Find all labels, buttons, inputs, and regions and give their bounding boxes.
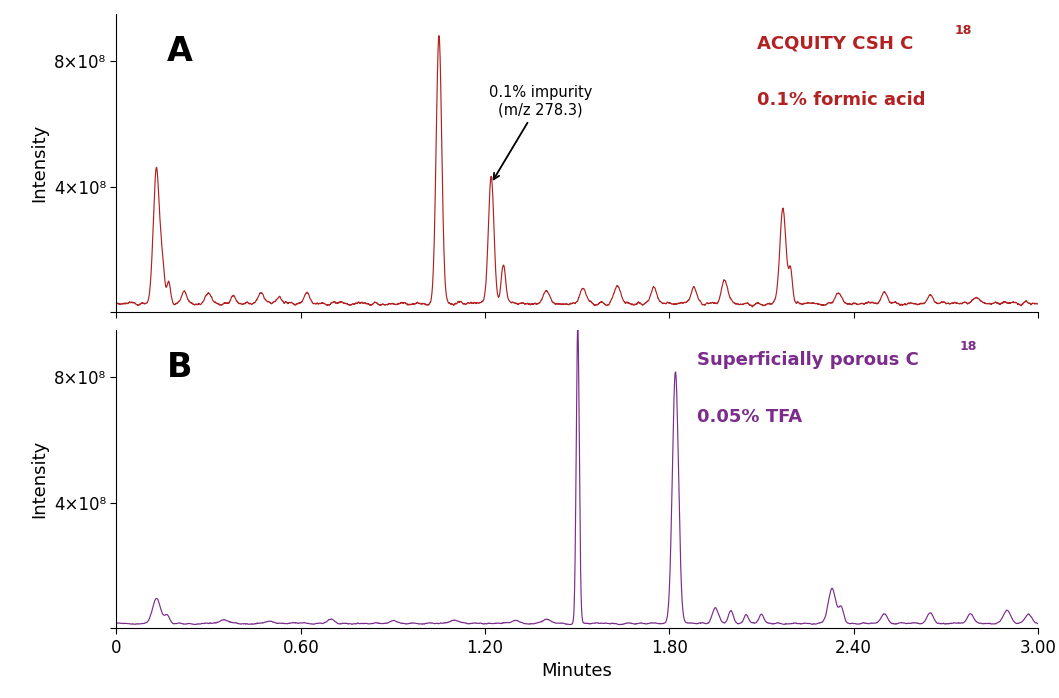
Text: 0.1% impurity
(m/z 278.3): 0.1% impurity (m/z 278.3) [488,85,592,179]
Text: 0.1% formic acid: 0.1% formic acid [757,91,926,110]
Y-axis label: Intensity: Intensity [31,440,49,518]
Y-axis label: Intensity: Intensity [31,124,49,202]
Text: B: B [167,351,193,384]
Text: 18: 18 [959,341,976,353]
Text: 0.05% TFA: 0.05% TFA [697,408,802,426]
Text: A: A [167,35,193,68]
X-axis label: Minutes: Minutes [542,662,612,680]
Text: 18: 18 [955,24,972,38]
Text: Superficially porous C: Superficially porous C [697,351,919,369]
Text: ACQUITY CSH C: ACQUITY CSH C [757,35,913,53]
